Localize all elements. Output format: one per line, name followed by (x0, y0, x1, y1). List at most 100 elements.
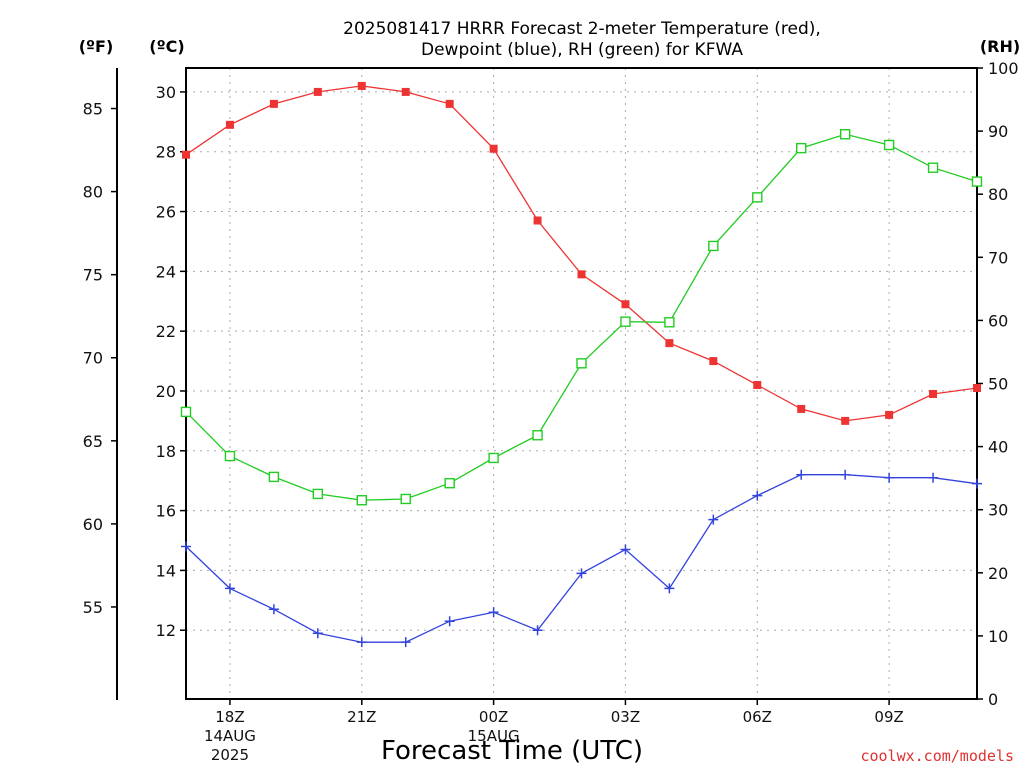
dewpoint-point (664, 583, 675, 594)
celsius-tick-label: 12 (156, 621, 176, 640)
fahrenheit-tick-label: 75 (83, 266, 103, 285)
temperature-point (885, 410, 894, 419)
temperature-point (269, 99, 278, 108)
temperature-point (225, 120, 234, 129)
chart-title-line-2: Dewpoint (blue), RH (green) for KFWA (421, 40, 743, 60)
fahrenheit-tick-label: 55 (83, 598, 103, 617)
rh-tick-label: 50 (988, 375, 1008, 394)
celsius-tick-label: 16 (156, 502, 176, 521)
rh-tick-label: 40 (988, 438, 1008, 457)
rh-point (708, 240, 719, 252)
celsius-tick-label: 28 (156, 143, 176, 162)
dewpoint-point (576, 568, 587, 579)
rh-point (532, 430, 543, 441)
dewpoint-line (185, 474, 978, 643)
rh-point (180, 406, 192, 418)
rh-tick-label: 30 (988, 501, 1008, 520)
series-layer (180, 81, 983, 648)
temperature-line (185, 85, 978, 422)
rh-line (185, 133, 978, 501)
dewpoint-point (532, 625, 543, 636)
credit-link[interactable]: coolwx.com/models (860, 747, 1014, 765)
temperature-point (665, 339, 674, 348)
fahrenheit-tick-label: 70 (83, 349, 103, 368)
rh-point (400, 493, 411, 505)
rh-point (971, 176, 983, 187)
dewpoint-point (268, 604, 279, 615)
rh-point (883, 139, 895, 151)
celsius-tick-label: 20 (156, 382, 176, 401)
rh-point (312, 488, 324, 500)
temperature-point (709, 357, 718, 366)
temperature-point (797, 404, 806, 413)
temperature-point (401, 87, 410, 96)
rh-point (839, 129, 851, 140)
rh-point (444, 477, 455, 489)
celsius-tick-label: 14 (156, 561, 176, 580)
temperature-point (973, 383, 981, 392)
dewpoint-point (796, 469, 807, 480)
rh-point (620, 316, 631, 327)
rh-point (224, 450, 236, 462)
dewpoint-point (972, 478, 982, 489)
dewpoint-point (708, 514, 719, 525)
rh-tick-label: 20 (988, 564, 1008, 583)
fahrenheit-tick-label: 60 (83, 515, 103, 534)
x-tick-label: 06Z (743, 708, 772, 726)
x-tick-label: 21Z (347, 708, 376, 726)
dewpoint-point (488, 607, 499, 618)
celsius-tick-label: 26 (156, 203, 176, 222)
temperature-point (533, 216, 542, 225)
x-tick-label: 00Z (479, 708, 508, 726)
x-tick-label: 14AUG (204, 727, 256, 745)
dewpoint-point (840, 469, 851, 480)
rh-point (927, 162, 939, 173)
rh-tick-label: 90 (988, 122, 1008, 141)
x-axis-label: Forecast Time (UTC) (381, 736, 643, 766)
celsius-tick-label: 18 (156, 442, 176, 461)
temperature-point (621, 300, 630, 309)
rh-point (664, 317, 675, 328)
x-tick-label: 09Z (874, 708, 903, 726)
rh-tick-label: 60 (988, 311, 1008, 330)
rh-tick-label: 10 (988, 627, 1008, 646)
x-tick-label: 18Z (215, 708, 244, 726)
temperature-point (182, 150, 190, 159)
dewpoint-point (752, 490, 763, 501)
plot-frame (185, 67, 978, 700)
dewpoint-point (444, 616, 455, 627)
rh-point (356, 495, 367, 506)
rh-tick-label: 80 (988, 185, 1008, 204)
rh-point (576, 358, 587, 369)
temperature-point (489, 144, 498, 153)
dewpoint-point (312, 628, 323, 639)
grid-layer (186, 68, 977, 699)
rh-point (268, 471, 280, 483)
temperature-point (753, 380, 762, 389)
temperature-point (313, 87, 322, 96)
rh-point (488, 452, 499, 464)
temperature-point (445, 99, 454, 108)
rh-tick-label: 0 (988, 690, 998, 709)
rh-unit-label: (RH) (980, 37, 1020, 56)
dewpoint-point (884, 472, 895, 483)
rh-point (796, 142, 807, 154)
rh-tick-label: 100 (988, 59, 1019, 78)
temperature-point (577, 270, 586, 279)
temperature-point (357, 81, 366, 90)
rh-tick-label: 70 (988, 248, 1008, 267)
dewpoint-point (224, 583, 235, 594)
x-tick-label: 15AUG (468, 727, 520, 745)
rh-point (752, 192, 763, 203)
dewpoint-point (181, 541, 191, 552)
chart-title-line-1: 2025081417 HRRR Forecast 2-meter Tempera… (343, 19, 821, 39)
x-tick-label: 03Z (611, 708, 640, 726)
fahrenheit-tick-label: 85 (83, 100, 103, 119)
fahrenheit-tick-label: 65 (83, 432, 103, 451)
celsius-tick-label: 24 (156, 262, 176, 281)
dewpoint-point (356, 637, 367, 648)
fahrenheit-unit-label: (ºF) (79, 37, 114, 56)
axis-layer (116, 67, 978, 700)
